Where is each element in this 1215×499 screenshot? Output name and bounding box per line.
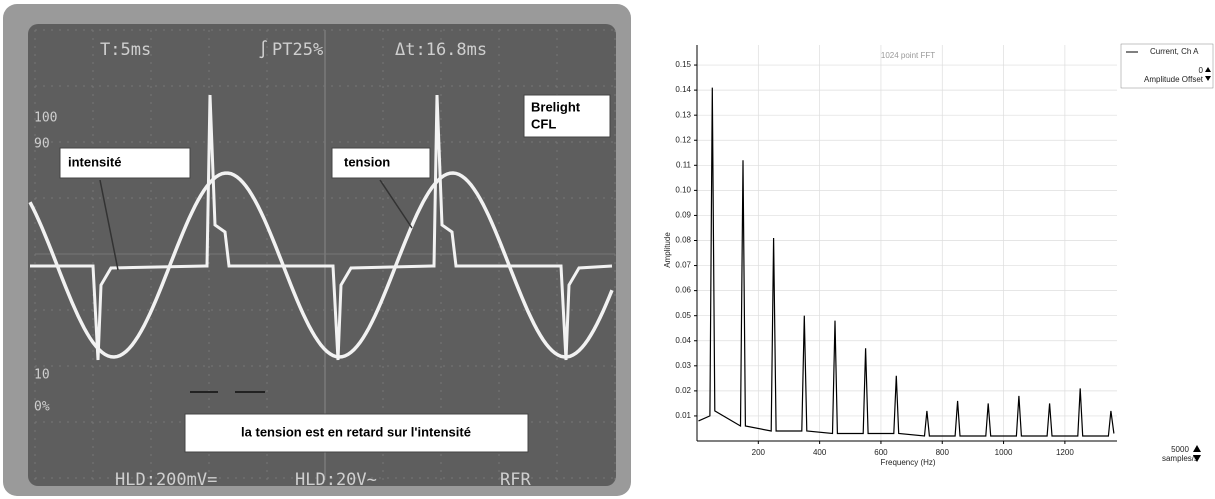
y-tick-label: 0.10 — [675, 185, 691, 194]
trigger: PT25% — [272, 40, 323, 60]
y-tick-label: 0.09 — [675, 211, 691, 220]
y-tick-label: 0.05 — [675, 311, 691, 320]
x-tick-label: 1000 — [995, 448, 1013, 457]
level-label: 100 — [34, 111, 57, 126]
level-label: 10 — [34, 368, 50, 383]
fft-chart: 1024 point FFT Amplitude Frequency (Hz) … — [663, 43, 1214, 467]
scope-screen — [28, 24, 616, 486]
current-wave — [30, 94, 613, 361]
y-tick-label: 0.11 — [676, 160, 692, 169]
x-tick-label: 600 — [874, 448, 888, 457]
y-tick-label: 0.03 — [675, 361, 691, 370]
offset-label: Amplitude Offset — [1144, 75, 1204, 84]
voltage-wave — [28, 171, 614, 359]
label-voltage: tension — [344, 154, 390, 169]
x-tick-label: 400 — [813, 448, 827, 457]
channel-1: HLD:200mV= — [115, 470, 217, 490]
y-tick-label: 0.01 — [675, 411, 691, 420]
sample-rate: 5000 — [1171, 445, 1189, 454]
rate-spinner[interactable] — [1193, 445, 1201, 462]
pointer — [379, 179, 413, 229]
label-box — [523, 94, 611, 138]
scope-grid — [34, 29, 616, 480]
label-box — [331, 147, 431, 179]
level-label: 0% — [34, 400, 50, 415]
y-tick-label: 0.12 — [675, 135, 691, 144]
trigger-slope: ∫ — [258, 40, 268, 60]
pointer — [99, 179, 119, 271]
x-tick-label: 200 — [752, 448, 766, 457]
x-tick-label: 1200 — [1056, 448, 1074, 457]
chart-title: 1024 point FFT — [881, 51, 935, 60]
label-current: intensité — [68, 154, 121, 169]
delta-time: Δt:16.8ms — [395, 40, 487, 60]
legend — [1120, 43, 1214, 89]
y-tick-label: 0.08 — [675, 236, 691, 245]
mode: RFR — [500, 470, 531, 490]
y-tick-label: 0.06 — [675, 286, 691, 295]
caption: la tension est en retard sur l'intensité — [241, 424, 471, 439]
offset-value: 0 — [1199, 66, 1204, 75]
sample-rate-unit: samples/s — [1162, 454, 1198, 463]
level-label: 90 — [34, 137, 50, 152]
x-axis-label: Frequency (Hz) — [880, 458, 935, 467]
x-tick-label: 800 — [936, 448, 950, 457]
legend-entry: Current, Ch A — [1150, 47, 1199, 56]
lamp-type: CFL — [531, 116, 556, 131]
y-tick-label: 0.02 — [675, 386, 691, 395]
label-box — [59, 147, 191, 179]
y-tick-label: 0.04 — [675, 336, 691, 345]
series-line — [698, 87, 1115, 437]
offset-spinner[interactable] — [1205, 67, 1211, 81]
timebase: T:5ms — [100, 40, 151, 60]
y-tick-label: 0.13 — [675, 110, 691, 119]
channel-2: HLD:20V~ — [295, 470, 377, 490]
y-tick-label: 0.07 — [675, 261, 691, 270]
lamp-name: Brelight — [531, 99, 581, 114]
y-axis-label: Amplitude — [663, 232, 672, 268]
y-tick-label: 0.14 — [675, 85, 691, 94]
caption-box — [184, 413, 529, 453]
y-tick-label: 0.15 — [675, 60, 691, 69]
